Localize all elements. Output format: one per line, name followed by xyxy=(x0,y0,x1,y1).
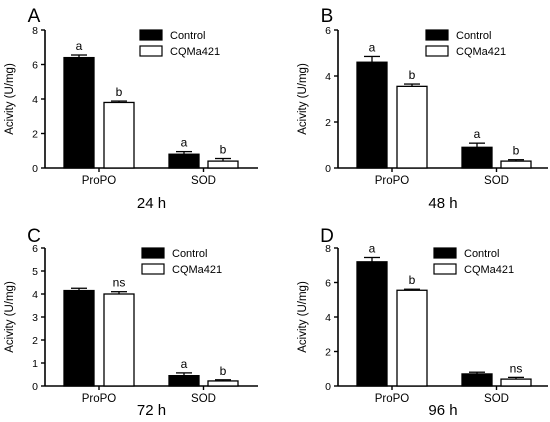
panel-a-bar xyxy=(207,160,239,169)
panel-b-x-tick-label: ProPO xyxy=(375,175,410,187)
panel-c-time-label: 72 h xyxy=(137,402,166,419)
panel-c-y-tick-label: 1 xyxy=(32,358,38,370)
panel-a-x-tick-label: SOD xyxy=(191,175,216,187)
panel-c-legend-label: Control xyxy=(172,248,207,260)
panel-c-significance-label: a xyxy=(181,357,188,371)
panel-a-bar xyxy=(103,101,135,169)
panel-a-legend-label: CQMa421 xyxy=(170,46,220,58)
panel-a-significance-label: a xyxy=(181,136,188,150)
panel-d-bar xyxy=(396,289,428,387)
panel-d-x-tick-label: ProPO xyxy=(375,393,410,405)
panel-d-y-tick-label: 2 xyxy=(325,346,331,358)
panel-b-bar xyxy=(500,160,532,169)
panel-a-legend-swatch xyxy=(139,29,163,41)
panel-c-x-tick-label: ProPO xyxy=(82,393,117,405)
panel-a-bar xyxy=(168,153,200,169)
panel-c-y-tick-label: 3 xyxy=(32,312,38,324)
panel-d-significance-label: a xyxy=(369,241,376,255)
panel-a-y-tick-label: 8 xyxy=(32,25,38,37)
panel-c-significance-label: b xyxy=(220,364,227,378)
panel-c-y-tick-label: 5 xyxy=(32,266,38,278)
panel-a-y-tick-label: 2 xyxy=(32,128,38,140)
panel-d-x-tick-label: SOD xyxy=(484,393,509,405)
panel-b-legend-label: CQMa421 xyxy=(456,46,506,58)
panel-d-time-label: 96 h xyxy=(428,402,457,419)
panel-d-bar xyxy=(356,261,388,387)
panel-a-bar xyxy=(63,56,95,169)
panel-a-legend-swatch xyxy=(139,45,163,57)
panel-d-legend-label: Control xyxy=(464,248,499,260)
panel-b-y-tick-label: 2 xyxy=(325,117,331,129)
panel-c-significance-label: ns xyxy=(113,276,126,290)
panel-b-time-label: 48 h xyxy=(428,195,457,212)
panel-b-significance-label: a xyxy=(474,127,481,141)
panel-b-y-axis-label: Acivity (U/mg) xyxy=(297,63,309,135)
panel-d-y-tick-label: 8 xyxy=(325,243,331,255)
panel-b-x-tick-label: SOD xyxy=(484,175,509,187)
panel-a-y-tick-label: 6 xyxy=(32,59,38,71)
panel-a-significance-label: a xyxy=(76,39,83,53)
panel-d-y-tick-label: 6 xyxy=(325,277,331,289)
panel-d-significance-label: b xyxy=(409,273,416,287)
panel-a-significance-label: b xyxy=(220,143,227,157)
panel-a-y-tick-label: 4 xyxy=(32,94,38,106)
panel-a-legend-label: Control xyxy=(170,30,205,42)
panel-b-significance-label: b xyxy=(409,68,416,82)
panel-a-x-tick-label: ProPO xyxy=(82,175,117,187)
panel-c-legend-swatch xyxy=(141,263,165,275)
panel-d-bar xyxy=(461,373,493,387)
panel-b-y-tick-label: 4 xyxy=(325,71,331,83)
panel-d-legend-label: CQMa421 xyxy=(464,264,514,276)
panel-d-legend-swatch xyxy=(433,247,457,259)
panel-c-letter: C xyxy=(27,226,41,247)
panel-b-y-tick-label: 0 xyxy=(325,163,331,175)
panel-a-letter: A xyxy=(28,6,41,27)
panel-d-y-tick-label: 0 xyxy=(325,381,331,393)
panel-c-bar xyxy=(103,293,135,387)
panel-d-bar xyxy=(500,378,532,387)
panel-c-bar xyxy=(168,374,200,387)
panel-a-time-label: 24 h xyxy=(137,195,166,212)
panel-d-y-axis-label: Acivity (U/mg) xyxy=(297,281,309,353)
panel-c-legend-label: CQMa421 xyxy=(172,264,222,276)
panel-d-significance-label: ns xyxy=(510,361,523,375)
panel-a-significance-label: b xyxy=(116,85,123,99)
panel-b-bar xyxy=(461,146,493,169)
panel-c-y-tick-label: 4 xyxy=(32,289,38,301)
panel-c-y-tick-label: 0 xyxy=(32,381,38,393)
panel-c-bar xyxy=(207,380,239,387)
panel-b-legend-label: Control xyxy=(456,30,491,42)
panel-b-y-tick-label: 6 xyxy=(325,25,331,37)
panel-a-y-axis-label: Acivity (U/mg) xyxy=(4,63,16,135)
panel-c-legend-swatch xyxy=(141,247,165,259)
panel-b-significance-label: b xyxy=(513,144,520,158)
panel-c-bar xyxy=(63,289,95,387)
panel-d-y-tick-label: 4 xyxy=(325,312,331,324)
panel-c-y-tick-label: 6 xyxy=(32,243,38,255)
panel-b-legend-swatch xyxy=(425,45,449,57)
panel-d-letter: D xyxy=(320,226,334,247)
panel-b-significance-label: a xyxy=(369,40,376,54)
panel-b-bar xyxy=(396,85,428,169)
panel-b-legend-swatch xyxy=(425,29,449,41)
panel-b-letter: B xyxy=(321,6,334,27)
panel-c-x-tick-label: SOD xyxy=(191,393,216,405)
panel-b-bar xyxy=(356,61,388,169)
panel-c-y-tick-label: 2 xyxy=(32,335,38,347)
panel-a-y-tick-label: 0 xyxy=(32,163,38,175)
panel-d-legend-swatch xyxy=(433,263,457,275)
panel-c-y-axis-label: Acivity (U/mg) xyxy=(4,281,16,353)
